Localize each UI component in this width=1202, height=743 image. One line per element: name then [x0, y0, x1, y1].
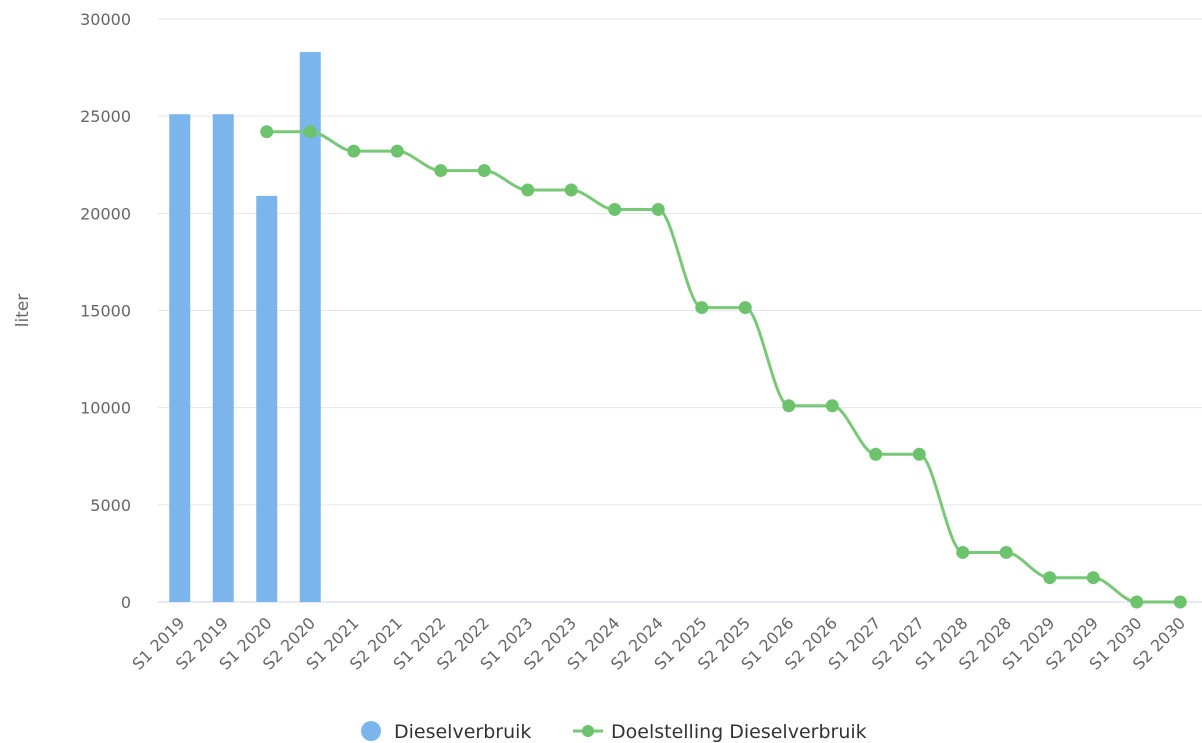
legend-bar-marker — [361, 721, 381, 741]
line-point[interactable] — [782, 399, 796, 413]
y-tick-label: 0 — [121, 593, 131, 612]
bar[interactable] — [169, 114, 191, 603]
y-tick-label: 20000 — [80, 204, 131, 223]
line-point[interactable] — [347, 144, 361, 158]
legend-label-doelstelling: Doelstelling Dieselverbruik — [611, 721, 867, 743]
legend-line-dot — [582, 725, 594, 737]
bar[interactable] — [299, 52, 321, 602]
line-point[interactable] — [608, 202, 622, 216]
bar-series — [169, 52, 321, 603]
gridlines — [158, 18, 1202, 603]
line-point[interactable] — [738, 301, 752, 315]
y-tick-label: 10000 — [80, 399, 131, 418]
y-tick-label: 5000 — [90, 496, 131, 515]
legend: Dieselverbruik Doelstelling Dieselverbru… — [361, 721, 867, 743]
line-point[interactable] — [1173, 595, 1187, 609]
y-tick-label: 25000 — [80, 107, 131, 126]
line-path — [266, 130, 1181, 604]
line-point[interactable] — [390, 144, 404, 158]
line-point[interactable] — [999, 545, 1013, 559]
line-series — [260, 125, 1187, 609]
y-tick-label: 30000 — [80, 10, 131, 29]
bar[interactable] — [212, 114, 234, 603]
legend-label-dieselverbruik: Dieselverbruik — [394, 721, 531, 743]
y-tick-label: 15000 — [80, 302, 131, 321]
line-point[interactable] — [521, 183, 535, 197]
line-point[interactable] — [434, 164, 448, 178]
line-point[interactable] — [825, 399, 839, 413]
y-axis-ticks: 0 5000 10000 15000 20000 25000 30000 — [80, 10, 131, 612]
line-point[interactable] — [1130, 595, 1144, 609]
line-point[interactable] — [1043, 571, 1057, 585]
line-point[interactable] — [869, 447, 883, 461]
y-axis-title: liter — [13, 294, 33, 328]
line-point[interactable] — [1086, 571, 1100, 585]
line-point[interactable] — [260, 125, 274, 139]
line-point[interactable] — [303, 125, 317, 139]
line-point[interactable] — [956, 545, 970, 559]
line-point[interactable] — [695, 301, 709, 315]
line-point[interactable] — [651, 202, 665, 216]
line-point[interactable] — [477, 164, 491, 178]
line-point[interactable] — [912, 447, 926, 461]
line-point[interactable] — [564, 183, 578, 197]
bar[interactable] — [256, 195, 278, 603]
